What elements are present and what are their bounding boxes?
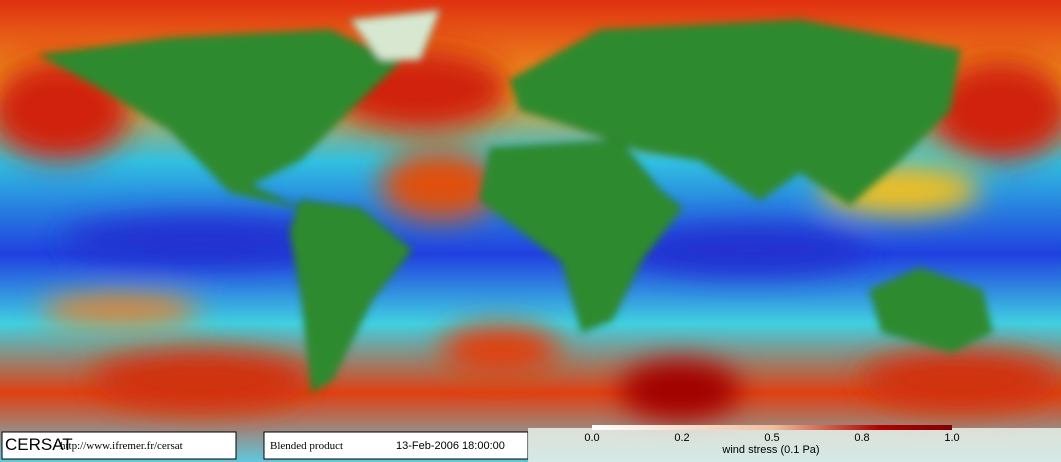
eurasia (509, 19, 961, 206)
colorbar-tick-label: 0.8 (854, 432, 869, 444)
africa (479, 139, 683, 333)
colorbar-tick-label: 0.2 (674, 432, 689, 444)
australia (869, 267, 993, 353)
product: Blended product (270, 440, 343, 452)
colorbar-tick-label: 0.5 (764, 432, 779, 444)
greenland (349, 9, 441, 61)
colorbar-label: wind stress (0.1 Pa) (721, 444, 819, 456)
product-box (263, 431, 529, 460)
continents (38, 9, 993, 393)
south-america (289, 199, 413, 393)
url: http://www.ifremer.fr/cersat (60, 440, 183, 452)
colorbar-tick-label: 1.0 (944, 432, 959, 444)
logo: CERSAT (5, 435, 73, 454)
colorbar-ticks: 0.0 0.2 0.5 0.8 1.0 (584, 432, 959, 444)
colorbar-tick-label: 0.0 (584, 432, 599, 444)
colorbar (592, 425, 952, 430)
colorbar-panel (528, 428, 1061, 462)
logo-box (1, 431, 237, 460)
date: 13-Feb-2006 18:00:00 (396, 440, 505, 452)
north-america (38, 29, 401, 209)
